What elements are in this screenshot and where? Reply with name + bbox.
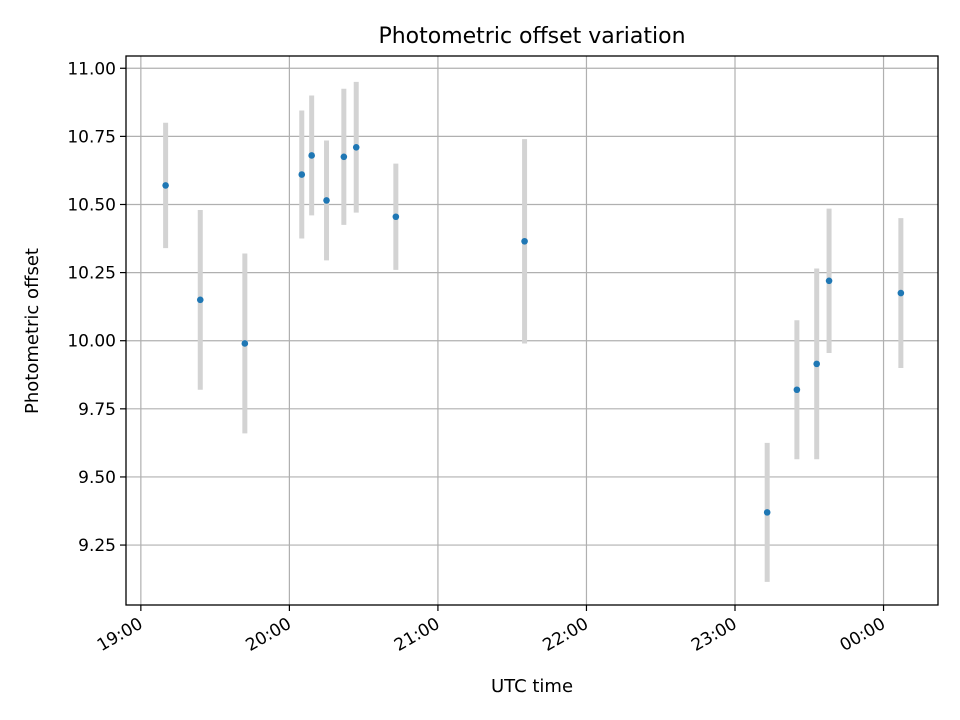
data-point [897,289,905,297]
grid [126,56,938,605]
y-tick-label: 11.00 [67,59,116,79]
y-tick-label: 9.75 [78,400,116,420]
data-point [825,277,833,285]
data-point [162,182,169,189]
y-tick-label: 10.50 [67,195,116,215]
x-tick-label: 20:00 [242,614,294,656]
data-point [763,509,771,516]
data-point [298,171,306,178]
data-point [241,340,249,347]
x-tick-label: 21:00 [391,614,443,656]
data-point [521,237,528,245]
x-axis: 19:00 20:00 21:00 22:00 23:00 00:00 [94,605,889,656]
data-point [352,143,360,151]
y-axis-label: Photometric offset [22,248,43,414]
x-tick-label: 23:00 [688,614,740,656]
plot-frame [125,55,939,606]
data-point [392,213,400,221]
x-tick-label: 22:00 [540,614,592,656]
y-tick-label: 9.50 [78,468,116,488]
data-point [308,152,315,159]
y-tick-label: 9.25 [78,536,116,556]
data-point [196,296,204,304]
chart-title: Photometric offset variation [378,24,685,49]
x-axis-label: UTC time [491,676,573,697]
data-point [793,386,801,394]
x-tick-label: 19:00 [94,614,146,656]
y-axis: 9.25 9.50 9.75 10.00 10.25 10.50 10.75 11.00 [67,59,126,556]
data-point [813,360,820,368]
y-tick-label: 10.00 [67,332,116,352]
data-points [162,143,905,516]
y-tick-label: 10.75 [67,127,116,147]
y-tick-label: 10.25 [67,264,116,284]
x-tick-label: 00:00 [837,614,889,656]
data-point [323,197,330,204]
data-point [340,153,348,161]
error-bars [163,81,904,582]
